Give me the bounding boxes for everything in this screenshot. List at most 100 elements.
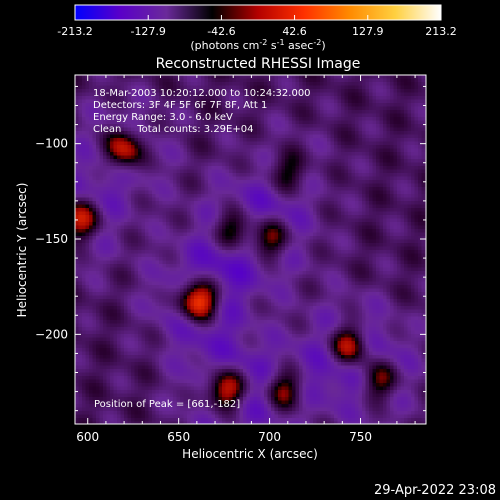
heatmap-cell	[218, 211, 223, 216]
heatmap-cell	[194, 78, 198, 83]
heatmap-cell	[232, 330, 237, 335]
heatmap-cell	[152, 225, 156, 230]
heatmap-cell	[246, 257, 251, 261]
heatmap-cell	[180, 302, 184, 307]
heatmap-cell	[162, 330, 167, 335]
heatmap-cell	[222, 155, 226, 160]
heatmap-cell	[173, 85, 177, 90]
heatmap-cell	[127, 365, 132, 370]
heatmap-cell	[162, 306, 167, 310]
heatmap-cell	[92, 194, 97, 198]
heatmap-cell	[204, 264, 209, 268]
heatmap-cell	[127, 201, 132, 205]
heatmap-cell	[232, 355, 237, 359]
heatmap-cell	[243, 390, 247, 394]
heatmap-cell	[89, 316, 93, 321]
heatmap-cell	[120, 215, 125, 219]
heatmap-cell	[103, 225, 107, 230]
heatmap-cell	[159, 148, 163, 153]
heatmap-cell	[141, 372, 146, 377]
heatmap-cell	[138, 309, 142, 314]
heatmap-cell	[134, 145, 139, 149]
heatmap-cell	[131, 407, 135, 412]
heatmap-cell	[222, 334, 226, 338]
heatmap-cell	[208, 96, 212, 100]
heatmap-cell	[229, 372, 233, 377]
heatmap-cell	[148, 306, 153, 310]
heatmap-cell	[190, 215, 195, 219]
heatmap-cell	[187, 152, 191, 156]
heatmap-cell	[152, 197, 156, 202]
heatmap-cell	[187, 120, 191, 125]
heatmap-cell	[134, 334, 139, 338]
heatmap-cell	[92, 288, 97, 293]
heatmap-cell	[225, 414, 230, 419]
heatmap-cell	[82, 103, 86, 107]
heatmap-cell	[239, 85, 244, 90]
heatmap-cell	[180, 369, 184, 373]
heatmap-cell	[117, 337, 121, 342]
heatmap-cell	[110, 225, 114, 230]
heatmap-cell	[204, 166, 209, 170]
heatmap-cell	[138, 82, 142, 86]
heatmap-cell	[232, 309, 237, 314]
heatmap-cell	[236, 302, 240, 307]
heatmap-cell	[134, 407, 139, 412]
heatmap-cell	[134, 215, 139, 219]
heatmap-cell	[183, 141, 188, 146]
heatmap-cell	[152, 376, 156, 380]
heatmap-cell	[155, 302, 160, 307]
heatmap-cell	[131, 187, 135, 191]
heatmap-cell	[246, 264, 251, 268]
heatmap-cell	[176, 145, 181, 149]
heatmap-cell	[225, 243, 230, 247]
heatmap-cell	[155, 208, 160, 212]
heatmap-cell	[117, 78, 121, 83]
heatmap-cell	[103, 96, 107, 100]
heatmap-cell	[124, 365, 128, 370]
heatmap-cell	[208, 103, 212, 107]
heatmap-cell	[204, 281, 209, 286]
heatmap-cell	[243, 362, 247, 366]
heatmap-cell	[225, 362, 230, 366]
heatmap-cell	[124, 404, 128, 408]
heatmap-cell	[204, 218, 209, 223]
heatmap-cell	[187, 309, 191, 314]
heatmap-cell	[218, 313, 223, 317]
heatmap-cell	[152, 288, 156, 293]
heatmap-cell	[113, 106, 118, 111]
heatmap-cell	[208, 85, 212, 90]
heatmap-cell	[194, 267, 198, 272]
heatmap-cell	[232, 372, 237, 377]
heatmap-cell	[162, 243, 167, 247]
heatmap-cell	[232, 211, 237, 216]
heatmap-cell	[138, 145, 142, 149]
heatmap-cell	[166, 183, 170, 188]
heatmap-cell	[218, 127, 223, 132]
heatmap-cell	[92, 274, 97, 279]
heatmap-cell	[106, 180, 111, 184]
heatmap-cell	[208, 274, 212, 279]
heatmap-cell	[117, 285, 121, 289]
heatmap-cell	[218, 323, 223, 328]
heatmap-cell	[117, 148, 121, 153]
heatmap-cell	[218, 327, 223, 331]
heatmap-cell	[201, 204, 205, 209]
heatmap-cell	[204, 145, 209, 149]
heatmap-cell	[152, 113, 156, 118]
heatmap-cell	[134, 344, 139, 349]
heatmap-cell	[190, 274, 195, 279]
heatmap-cell	[211, 411, 216, 415]
heatmap-cell	[141, 222, 146, 226]
heatmap-cell	[236, 169, 240, 174]
heatmap-cell	[159, 103, 163, 107]
heatmap-cell	[127, 127, 132, 132]
heatmap-cell	[218, 197, 223, 202]
heatmap-cell	[239, 369, 244, 373]
heatmap-cell	[124, 257, 128, 261]
heatmap-cell	[190, 194, 195, 198]
heatmap-cell	[131, 222, 135, 226]
heatmap-cell	[180, 271, 184, 275]
heatmap-cell	[236, 218, 240, 223]
heatmap-cell	[162, 134, 167, 139]
